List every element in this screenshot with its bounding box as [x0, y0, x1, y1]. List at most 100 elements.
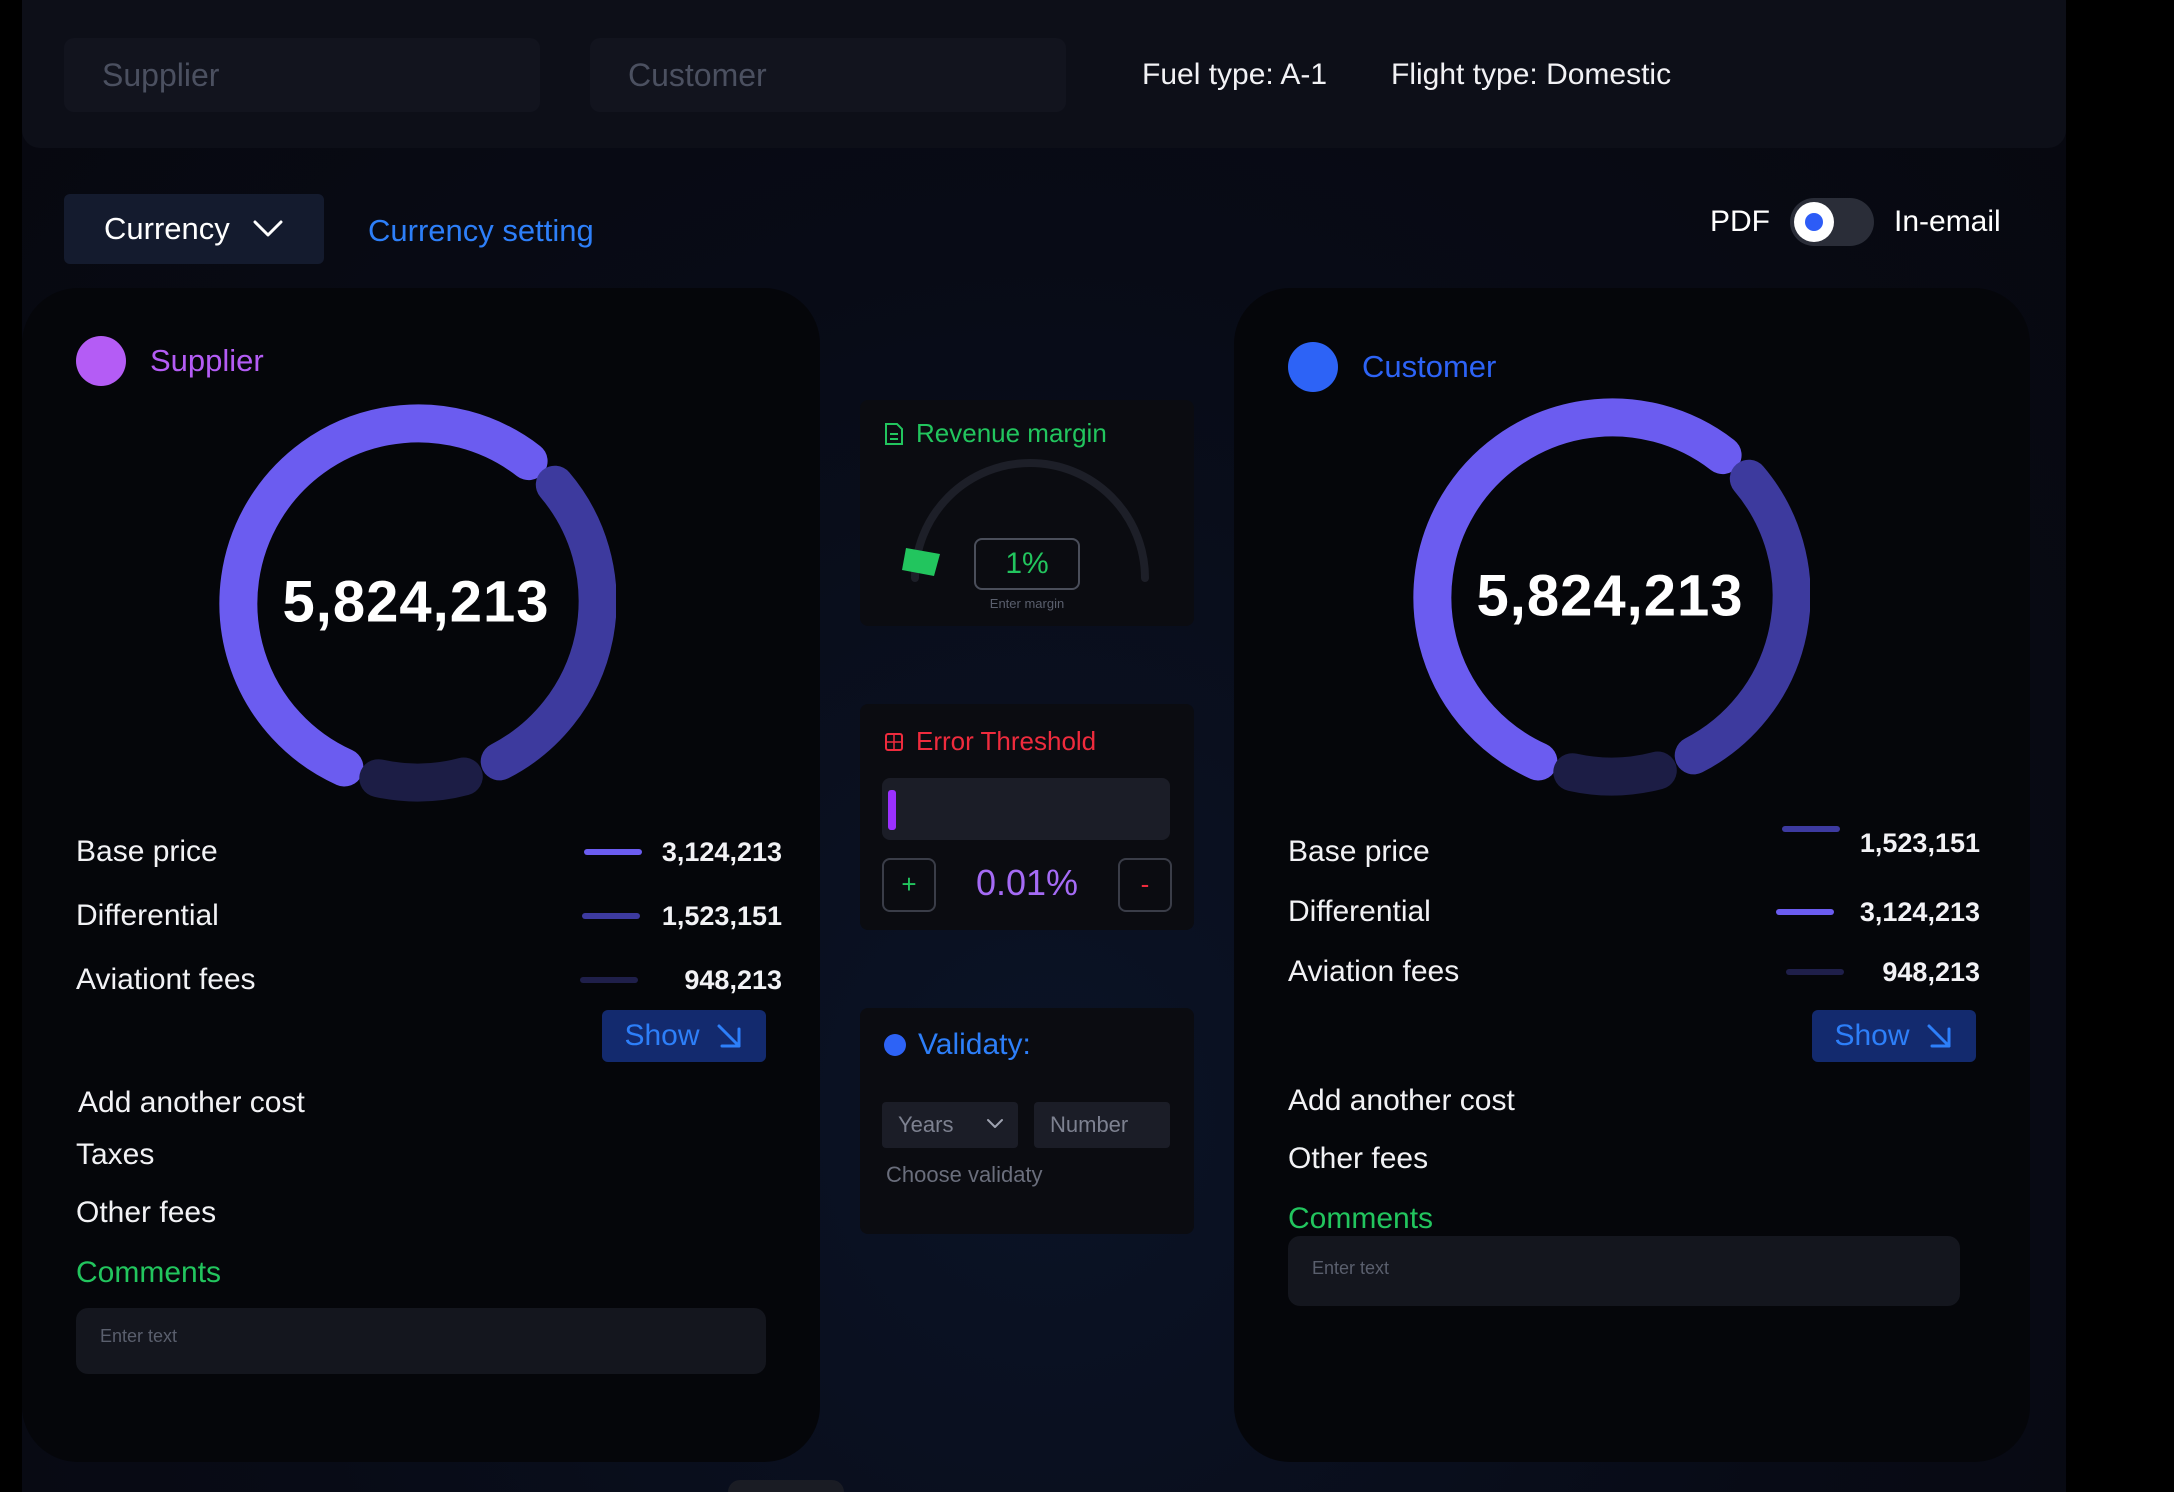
supplier-taxes-item[interactable]: Taxes: [76, 1138, 155, 1171]
flight-type-label: Flight type: Domestic: [1391, 58, 1672, 91]
error-threshold-card: Error Threshold + 0.01% -: [860, 704, 1194, 930]
supplier-donut-segment-base: [219, 404, 548, 787]
customer-donut-svg: [1413, 398, 1811, 796]
customer-total-value: 5,824,213: [1476, 563, 1744, 629]
error-threshold-header: Error Threshold: [884, 726, 1096, 757]
row-label: Base price: [76, 835, 218, 868]
supplier-search-input[interactable]: Supplier: [64, 38, 540, 112]
chevron-down-icon: [987, 1119, 1003, 1128]
customer-card-header: Customer: [1288, 342, 1496, 392]
gauge-needle-marker: [902, 548, 940, 576]
customer-row-differential: Differential 3,124,213: [1288, 892, 1980, 932]
supplier-donut-segment-differential: [480, 465, 617, 781]
validity-title: Validaty:: [918, 1028, 1031, 1061]
supplier-show-button[interactable]: Show: [602, 1010, 766, 1062]
supplier-comment-input[interactable]: Enter text: [76, 1308, 766, 1374]
supplier-total-value: 5,824,213: [282, 569, 550, 635]
customer-card: Customer 5,824,213 Base price 1,523,151 …: [1234, 288, 2030, 1462]
toggle-knob: [1794, 202, 1834, 242]
validity-hint: Choose validaty: [886, 1162, 1043, 1187]
row-bar: [584, 849, 642, 855]
customer-card-title: Customer: [1362, 349, 1497, 384]
customer-donut-segment-differential: [1674, 459, 1811, 775]
revenue-margin-card: Revenue margin 1% Enter margin: [860, 400, 1194, 626]
row-value: 1,523,151: [661, 900, 782, 931]
error-threshold-value: 0.01%: [975, 862, 1079, 903]
gauge-track: [911, 459, 1149, 582]
row-label: Base price: [1288, 835, 1430, 868]
supplier-row-differential: Differential 1,523,151: [76, 896, 782, 936]
chevron-down-icon: [253, 220, 283, 237]
row-value: 1,523,151: [1859, 828, 1980, 858]
supplier-row-aviation-fees: Aviationt fees 948,213: [76, 960, 782, 1000]
row-value: 3,124,213: [1859, 896, 1980, 927]
top-bar: Supplier Customer Fuel type: A-1 Flight …: [22, 0, 2066, 148]
error-threshold-title: Error Threshold: [916, 726, 1097, 756]
revenue-margin-hint: Enter margin: [989, 596, 1065, 611]
revenue-margin-header: Revenue margin: [884, 418, 1107, 449]
supplier-donut-segment-fees: [359, 757, 483, 802]
supplier-other-fees-item[interactable]: Other fees: [76, 1196, 217, 1229]
supplier-donut-chart: 5,824,213: [216, 402, 617, 802]
row-bar: [1782, 826, 1840, 832]
validity-unit-value: Years: [898, 1112, 954, 1137]
customer-show-button[interactable]: Show: [1812, 1010, 1976, 1062]
currency-dropdown[interactable]: Currency: [64, 194, 324, 264]
supplier-card-header: Supplier: [76, 336, 264, 386]
validity-unit-select[interactable]: Years: [882, 1102, 1018, 1148]
customer-row-base-price: Base price 1,523,151: [1288, 826, 1980, 872]
currency-setting-link[interactable]: Currency setting: [368, 213, 594, 248]
scroll-handle[interactable]: [728, 1480, 844, 1492]
validity-header: Validaty:: [884, 1028, 1031, 1062]
customer-other-fees-item[interactable]: Other fees: [1288, 1142, 1429, 1175]
row-label: Aviationt fees: [76, 963, 256, 996]
supplier-donut-svg: [219, 404, 617, 802]
supplier-add-cost-link[interactable]: Add another cost: [78, 1086, 305, 1119]
row-value: 948,213: [684, 964, 782, 995]
threshold-increase-button[interactable]: +: [882, 858, 936, 912]
inemail-label: In-email: [1894, 205, 2001, 238]
row-label: Differential: [76, 899, 219, 932]
row-value: 3,124,213: [661, 836, 782, 867]
customer-search-input[interactable]: Customer: [590, 38, 1066, 112]
customer-donut-segment-fees: [1553, 751, 1677, 796]
supplier-card-title: Supplier: [150, 343, 264, 378]
currency-dropdown-label: Currency: [104, 211, 230, 246]
row-label: Aviation fees: [1288, 955, 1460, 988]
validity-dot-icon: [884, 1034, 906, 1056]
customer-donut-segment-base: [1413, 398, 1742, 781]
pdf-label: PDF: [1710, 205, 1770, 238]
validity-card: Validaty: Years Number Choose validaty: [860, 1008, 1194, 1234]
supplier-comments-label: Comments: [76, 1256, 222, 1289]
output-toggle-group: PDF In-email: [1710, 198, 2001, 246]
row-bar: [1786, 969, 1844, 975]
fuel-type-label: Fuel type: A-1: [1142, 58, 1328, 91]
supplier-row-base-price: Base price 3,124,213: [76, 832, 782, 872]
document-icon: [885, 422, 903, 445]
threshold-decrease-button[interactable]: -: [1118, 858, 1172, 912]
revenue-margin-gauge: [902, 459, 1149, 582]
calculator-icon: [885, 732, 903, 751]
row-value: 948,213: [1882, 956, 1980, 987]
revenue-margin-title: Revenue margin: [916, 418, 1107, 448]
customer-donut-chart: 5,824,213: [1410, 396, 1811, 796]
error-threshold-slider[interactable]: [882, 778, 1170, 840]
customer-dot-icon: [1288, 342, 1338, 392]
arrow-down-right-icon: [717, 1024, 741, 1048]
error-threshold-slider-handle[interactable]: [888, 790, 896, 830]
customer-add-cost-link[interactable]: Add another cost: [1288, 1084, 1515, 1117]
row-bar: [1776, 909, 1834, 915]
customer-comments-label: Comments: [1288, 1202, 1434, 1235]
supplier-card: Supplier 5,824,213 Base price 3,124,213 …: [22, 288, 820, 1462]
show-button-label: Show: [1834, 1019, 1910, 1052]
customer-row-aviation-fees: Aviation fees 948,213: [1288, 952, 1980, 992]
revenue-margin-input[interactable]: 1%: [974, 538, 1080, 590]
pdf-inemail-toggle[interactable]: [1790, 198, 1874, 246]
arrow-down-right-icon: [1927, 1024, 1951, 1048]
row-bar: [582, 913, 640, 919]
supplier-dot-icon: [76, 336, 126, 386]
customer-comment-input[interactable]: Enter text: [1288, 1236, 1960, 1306]
show-button-label: Show: [624, 1019, 700, 1052]
validity-number-input[interactable]: Number: [1034, 1102, 1170, 1148]
row-bar: [580, 977, 638, 983]
